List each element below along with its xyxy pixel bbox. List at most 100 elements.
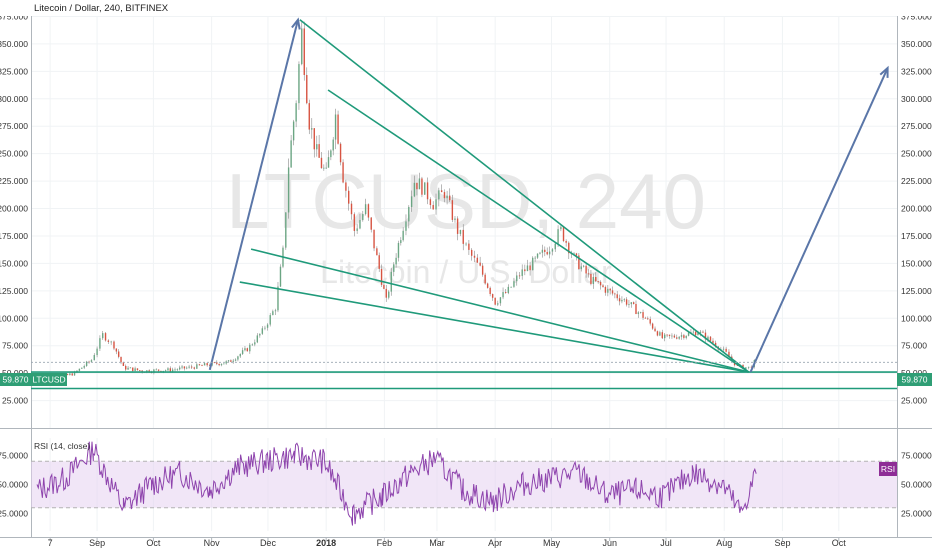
candle-body	[683, 335, 685, 338]
candle-body	[220, 364, 223, 366]
candle-body	[476, 257, 479, 263]
candle-body	[607, 288, 609, 293]
time-tick-label: 7	[48, 538, 53, 548]
candle-body	[560, 226, 562, 230]
candle-body	[486, 283, 489, 288]
time-tick-label: Oct	[146, 538, 161, 548]
candle-body	[623, 299, 625, 301]
price-tick-left: 100.000	[0, 313, 28, 323]
time-tick-label: Oct	[832, 538, 847, 548]
candle-body	[557, 229, 559, 244]
candle-body	[592, 276, 595, 285]
candle-body	[198, 364, 201, 366]
rsi-badge[interactable]: RSI	[879, 462, 897, 476]
candle-body	[694, 331, 697, 336]
candle-body	[264, 327, 266, 329]
candle-body	[546, 251, 548, 255]
candle-body	[227, 360, 230, 362]
symbol-badge[interactable]: LTCUSD	[31, 373, 67, 386]
candle-body	[499, 297, 502, 304]
rsi-axis-right[interactable]: 25.0000 50.0000 75.0000	[901, 450, 932, 518]
candle-body	[736, 365, 739, 366]
candle-body	[516, 275, 518, 282]
price-tick-right: 200.000	[901, 204, 932, 214]
candle-body	[443, 192, 446, 199]
candle-body	[356, 228, 358, 231]
candle-body	[435, 199, 437, 210]
symbol-badge-bg	[31, 373, 67, 386]
candle-body	[604, 287, 607, 293]
rsi-title[interactable]: RSI (14, close)	[34, 441, 90, 451]
candle-body	[390, 271, 392, 292]
last-price-badge-left-bg	[0, 373, 31, 386]
candle-body	[113, 341, 115, 349]
time-tick-label: Nov	[204, 538, 221, 548]
candle-body	[176, 369, 179, 371]
candle-body	[632, 302, 635, 304]
candle-body	[451, 200, 454, 220]
candle-body	[256, 335, 259, 343]
price-tick-right: 225.000	[901, 176, 932, 186]
drawing-annotations[interactable]	[31, 17, 897, 390]
candle-body	[697, 333, 699, 336]
candle-body	[468, 243, 470, 250]
candle-body	[502, 292, 504, 298]
candle-body	[73, 371, 76, 376]
candle-body	[380, 268, 383, 285]
candle-body	[611, 290, 614, 294]
candle-body	[661, 332, 663, 339]
candle-body	[279, 266, 282, 287]
time-tick-label: Apr	[488, 538, 502, 548]
rsi-band-lines	[31, 460, 897, 509]
candle-body	[327, 157, 330, 168]
candle-body	[625, 299, 628, 305]
price-axis-right[interactable]: 25.00050.00075.000100.000125.000150.0001…	[901, 11, 932, 405]
candle-body	[115, 348, 118, 352]
price-tick-right: 325.000	[901, 66, 932, 76]
candle-body	[532, 257, 534, 271]
watermark-description: Litecoin / U.S. Dollar	[320, 254, 612, 290]
candle-body	[416, 182, 418, 190]
price-tick-left: 300.000	[0, 94, 28, 104]
candle-body	[120, 356, 122, 363]
candle-body	[127, 367, 129, 370]
candle-body	[230, 360, 232, 362]
trend-line	[327, 89, 750, 373]
candle-body	[692, 331, 694, 333]
candle-body	[332, 139, 334, 151]
candle-body	[122, 362, 125, 366]
candle-body	[432, 205, 434, 210]
candle-body	[524, 269, 526, 272]
candle-body	[237, 356, 239, 360]
candle-body	[88, 361, 90, 363]
candle-body	[107, 340, 110, 342]
time-axis[interactable]: 7 Sep Oct Nov Dec 2018 Feb Mar Apr May Jun Jul Aug Se…	[48, 538, 847, 548]
candle-body	[616, 294, 618, 299]
rsi-badge-label: RSI	[881, 464, 895, 474]
rsi-badge-bg	[879, 462, 897, 476]
candle-body	[308, 103, 310, 130]
candle-body	[429, 199, 432, 206]
price-tick-left: 275.000	[0, 121, 28, 131]
candle-body	[139, 370, 141, 371]
candle-body	[66, 374, 69, 376]
last-price-badge-right: 59.870	[897, 373, 932, 386]
last-price-left: 59.870	[3, 375, 29, 385]
candle-body	[129, 367, 132, 369]
price-tick-left: 200.000	[0, 204, 28, 214]
arrow-line	[208, 19, 299, 371]
candle-body	[311, 128, 313, 130]
candle-body	[454, 218, 456, 220]
candle-body	[188, 366, 190, 368]
price-axis-left: 25.00050.00075.000100.000125.000150.0001…	[0, 11, 28, 405]
candle-body	[292, 121, 295, 141]
last-price-badge-right-bg	[897, 373, 932, 386]
candle-body	[337, 114, 339, 144]
candle-body	[285, 212, 287, 248]
chart-title[interactable]: Litecoin / Dollar, 240, BITFINEX	[34, 3, 169, 14]
candle-body	[223, 363, 225, 365]
price-tick-left: 375.000	[0, 11, 28, 21]
candle-body	[494, 297, 496, 305]
candle-body	[190, 366, 193, 368]
price-tick-left: 325.000	[0, 66, 28, 76]
